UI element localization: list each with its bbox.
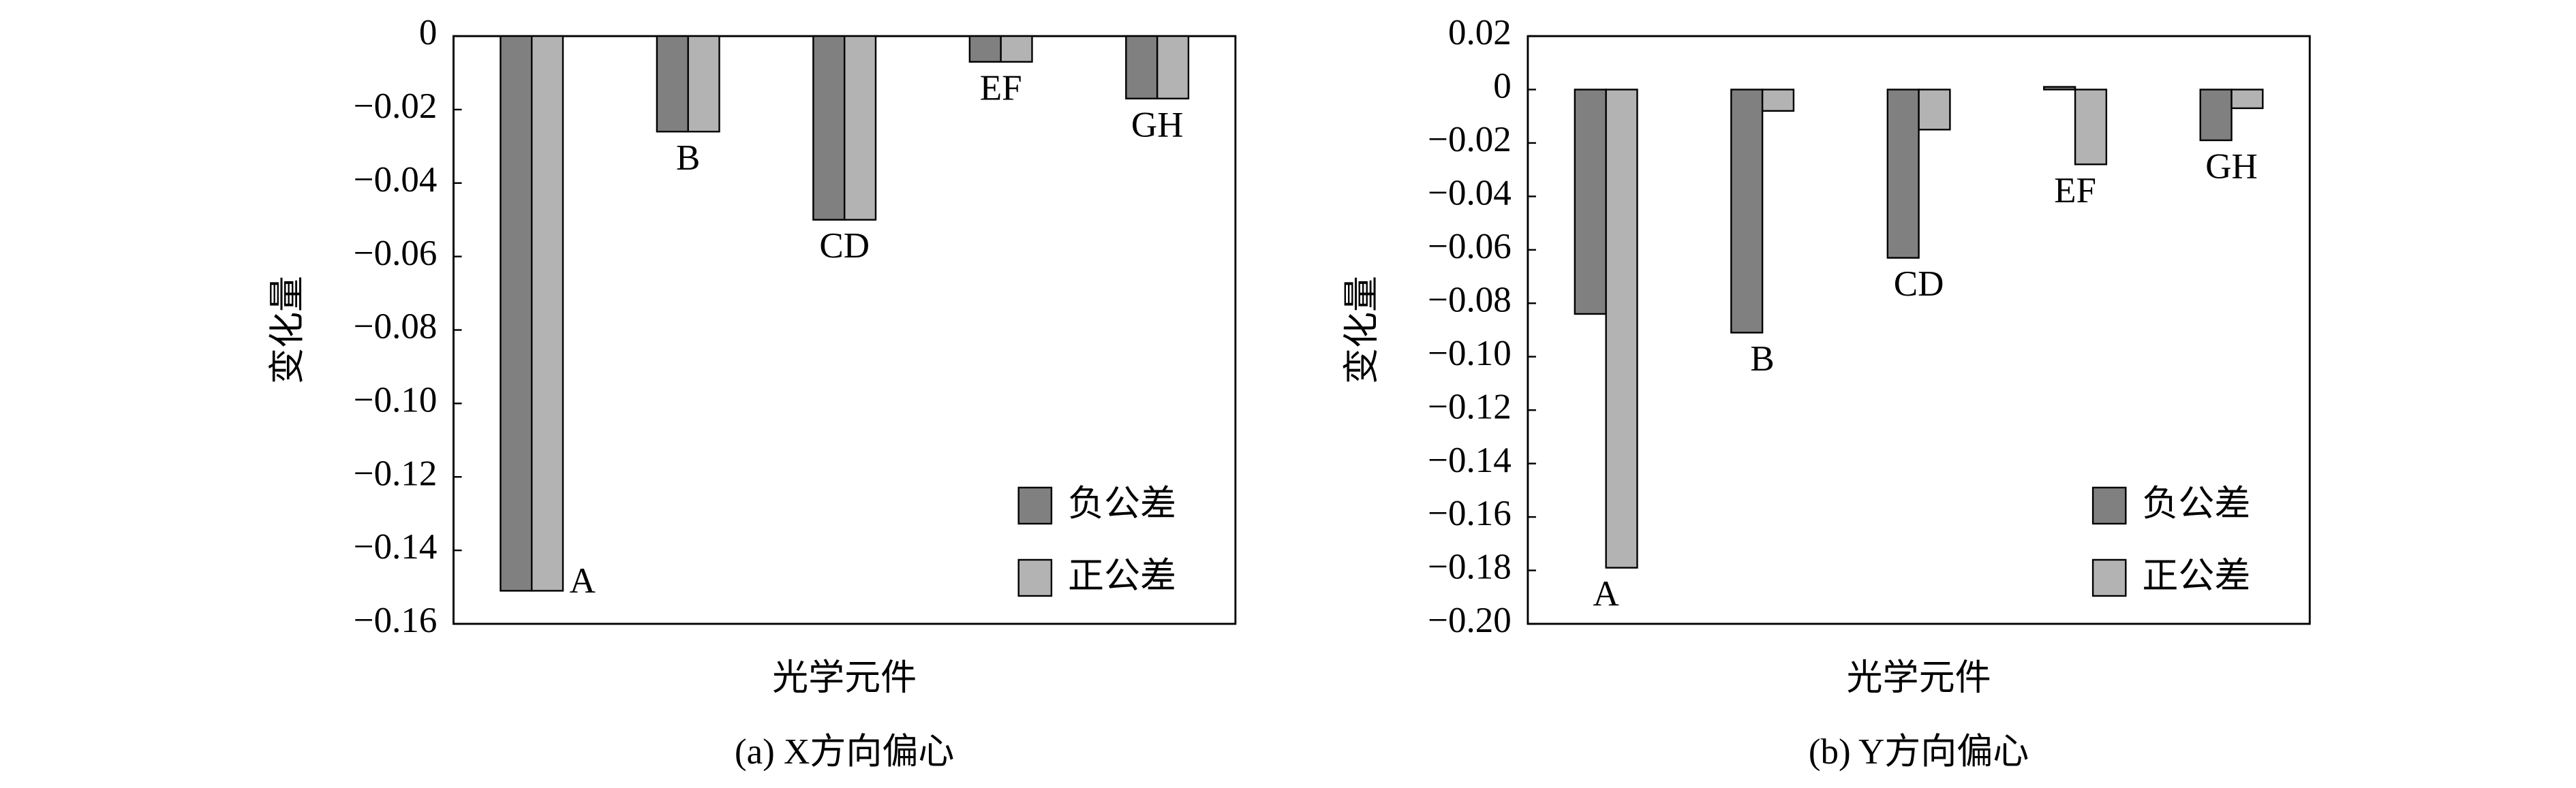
category-label: A	[1593, 574, 1619, 614]
y-tick-label: −0.08	[1428, 280, 1512, 319]
bar	[1886, 89, 1920, 259]
category-label: B	[676, 138, 700, 178]
category-label: GH	[2205, 147, 2258, 187]
y-tick-label: −0.16	[1428, 494, 1512, 533]
y-tick-label: 0	[1493, 67, 1512, 106]
bar	[1605, 89, 1638, 569]
bar	[1574, 89, 1607, 315]
legend-label: 负公差	[2142, 482, 2250, 524]
bar	[500, 35, 533, 592]
bar	[656, 35, 689, 133]
y-tick-label: −0.16	[354, 601, 438, 640]
bar	[2043, 86, 2076, 91]
legend-label: 正公差	[1068, 554, 1176, 597]
y-tick-label: −0.06	[354, 234, 438, 273]
legend-swatch	[1017, 486, 1053, 525]
y-axis-label: 变化量	[266, 276, 308, 384]
bar	[812, 35, 846, 221]
y-tick-label: −0.02	[1428, 120, 1512, 159]
y-tick-label: −0.02	[354, 86, 438, 126]
category-label: EF	[2054, 171, 2096, 210]
y-tick-label: 0.02	[1448, 13, 1512, 52]
bar	[531, 35, 564, 592]
y-tick-label: 0	[419, 13, 438, 52]
legend-swatch	[1017, 558, 1053, 597]
bar	[1000, 35, 1033, 63]
x-axis-label: 光学元件	[772, 657, 917, 699]
y-tick-label: −0.08	[354, 307, 438, 347]
legend-label: 负公差	[1068, 482, 1176, 524]
category-label: B	[1750, 339, 1774, 379]
y-tick-label: −0.10	[1428, 334, 1512, 373]
caption: (a) X方向偏心	[735, 732, 954, 772]
category-label: A	[570, 561, 596, 601]
bar	[1761, 89, 1795, 112]
category-label: CD	[819, 226, 870, 266]
category-label: CD	[1894, 264, 1944, 304]
bar	[2230, 89, 2264, 110]
legend-swatch	[2091, 558, 2127, 597]
y-tick-label: −0.06	[1428, 227, 1512, 266]
caption: (b) Y方向偏心	[1809, 732, 2029, 772]
y-tick-label: −0.04	[354, 160, 438, 200]
bar	[1730, 89, 1764, 334]
y-tick-label: −0.18	[1428, 548, 1512, 587]
y-tick-label: −0.14	[354, 527, 438, 567]
legend-swatch	[2091, 486, 2127, 525]
y-tick-label: −0.14	[1428, 441, 1512, 480]
bar	[968, 35, 1002, 63]
y-axis-label: 变化量	[1340, 276, 1383, 384]
y-tick-label: −0.12	[1428, 387, 1512, 426]
bar	[687, 35, 720, 133]
y-tick-label: −0.20	[1428, 601, 1512, 640]
bar	[2074, 89, 2108, 166]
y-tick-label: −0.12	[354, 454, 438, 493]
bar	[1156, 35, 1190, 99]
bar	[1918, 89, 1951, 131]
category-label: EF	[980, 68, 1022, 108]
category-label: GH	[1131, 105, 1184, 144]
bar	[1125, 35, 1159, 99]
y-tick-label: −0.10	[354, 381, 438, 420]
plot-frame	[1527, 35, 2311, 625]
x-axis-label: 光学元件	[1847, 657, 1991, 699]
y-tick-label: −0.04	[1428, 174, 1512, 213]
legend-label: 正公差	[2142, 554, 2250, 597]
bar	[843, 35, 877, 221]
bar	[2199, 89, 2233, 142]
